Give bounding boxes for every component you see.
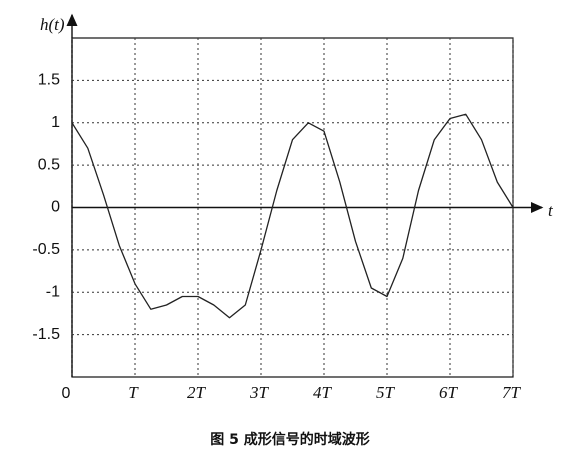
caption: 图 5 成形信号的时域波形 [210, 431, 370, 448]
x-tick-label: 6T [439, 383, 459, 402]
y-axis-label: h(t) [40, 15, 65, 34]
y-tick-label: 1 [51, 114, 60, 131]
x-tick-label: 0 [62, 385, 71, 402]
x-tick-label: T [128, 383, 139, 402]
signal-line [71, 113, 514, 319]
y-tick-label: 1.5 [38, 72, 60, 89]
x-tick-label: 3T [249, 383, 270, 402]
x-axis-label: t [548, 201, 554, 220]
y-tick-label: 0.5 [38, 156, 60, 173]
y-tick-label: -0.5 [32, 241, 60, 258]
x-tick-label: 2T [187, 383, 207, 402]
x-tick-label: 7T [502, 383, 522, 402]
y-tick-label: -1 [46, 283, 60, 300]
y-tick-label: -1.5 [32, 326, 60, 343]
x-tick-label: 4T [313, 383, 333, 402]
y-tick-label: 0 [51, 199, 60, 216]
x-tick-label: 5T [376, 383, 396, 402]
